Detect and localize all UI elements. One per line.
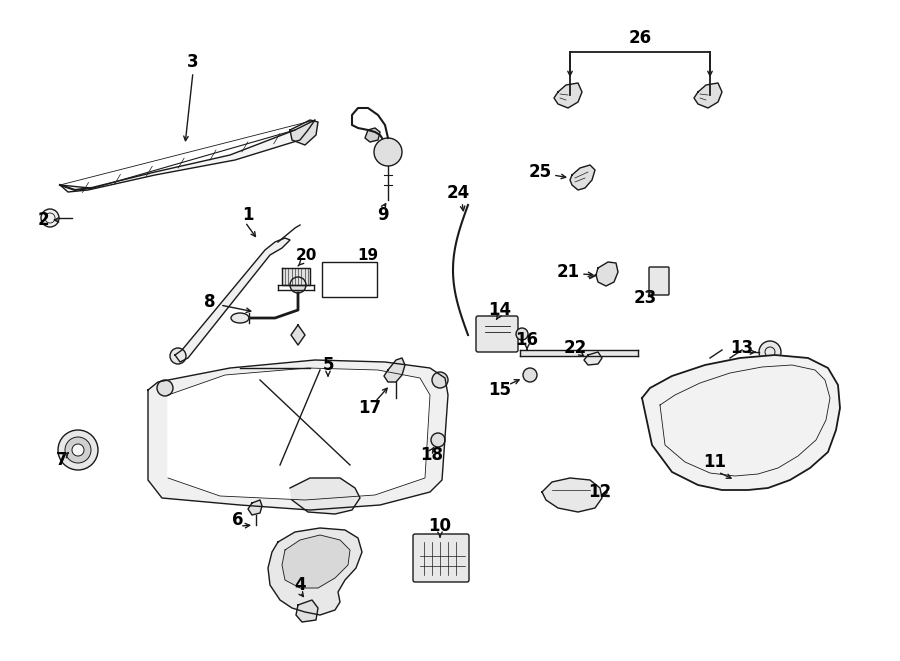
Text: 20: 20 bbox=[295, 249, 317, 264]
Text: 2: 2 bbox=[37, 211, 49, 229]
Circle shape bbox=[41, 209, 59, 227]
Text: 24: 24 bbox=[446, 184, 470, 202]
Polygon shape bbox=[175, 238, 290, 362]
Polygon shape bbox=[554, 83, 582, 108]
FancyBboxPatch shape bbox=[413, 534, 469, 582]
FancyBboxPatch shape bbox=[476, 316, 518, 352]
Polygon shape bbox=[282, 268, 310, 285]
Text: 25: 25 bbox=[528, 163, 552, 181]
Text: 5: 5 bbox=[322, 356, 334, 374]
Polygon shape bbox=[248, 500, 262, 515]
Polygon shape bbox=[290, 120, 318, 145]
Text: 10: 10 bbox=[428, 517, 452, 535]
Polygon shape bbox=[148, 360, 448, 510]
Ellipse shape bbox=[231, 313, 249, 323]
Text: 19: 19 bbox=[357, 247, 379, 262]
Polygon shape bbox=[282, 535, 350, 588]
Circle shape bbox=[431, 433, 445, 447]
Circle shape bbox=[65, 437, 91, 463]
Text: 14: 14 bbox=[489, 301, 511, 319]
Text: 7: 7 bbox=[56, 451, 68, 469]
Text: 15: 15 bbox=[489, 381, 511, 399]
Polygon shape bbox=[596, 262, 618, 286]
Text: 18: 18 bbox=[420, 446, 444, 464]
Polygon shape bbox=[542, 478, 602, 512]
Circle shape bbox=[516, 328, 528, 340]
Circle shape bbox=[58, 430, 98, 470]
Circle shape bbox=[432, 372, 448, 388]
Polygon shape bbox=[694, 83, 722, 108]
Bar bbox=[322, 262, 377, 297]
Circle shape bbox=[157, 380, 173, 396]
Polygon shape bbox=[268, 528, 362, 615]
Text: 13: 13 bbox=[731, 339, 753, 357]
Text: 23: 23 bbox=[634, 289, 657, 307]
Polygon shape bbox=[365, 128, 380, 142]
Text: 3: 3 bbox=[187, 53, 199, 71]
Text: 11: 11 bbox=[704, 453, 726, 471]
Text: 22: 22 bbox=[563, 339, 587, 357]
Text: 1: 1 bbox=[242, 206, 254, 224]
Polygon shape bbox=[570, 165, 595, 190]
Circle shape bbox=[523, 368, 537, 382]
FancyBboxPatch shape bbox=[649, 267, 669, 295]
Text: 8: 8 bbox=[204, 293, 216, 311]
Polygon shape bbox=[291, 325, 305, 345]
Circle shape bbox=[290, 277, 306, 293]
Circle shape bbox=[374, 138, 402, 166]
Text: 12: 12 bbox=[589, 483, 612, 501]
Text: 26: 26 bbox=[628, 29, 652, 47]
Circle shape bbox=[170, 348, 186, 364]
Polygon shape bbox=[384, 358, 405, 382]
Text: 21: 21 bbox=[556, 263, 580, 281]
Text: 16: 16 bbox=[516, 331, 538, 349]
Text: 6: 6 bbox=[232, 511, 244, 529]
Polygon shape bbox=[60, 120, 315, 192]
Text: 4: 4 bbox=[294, 576, 306, 594]
Polygon shape bbox=[296, 600, 318, 622]
Polygon shape bbox=[168, 368, 430, 500]
Polygon shape bbox=[584, 352, 602, 365]
Circle shape bbox=[72, 444, 84, 456]
Polygon shape bbox=[642, 355, 840, 490]
Text: 9: 9 bbox=[377, 206, 389, 224]
Text: 17: 17 bbox=[358, 399, 382, 417]
Circle shape bbox=[759, 341, 781, 363]
Polygon shape bbox=[520, 350, 638, 356]
Polygon shape bbox=[290, 478, 360, 514]
